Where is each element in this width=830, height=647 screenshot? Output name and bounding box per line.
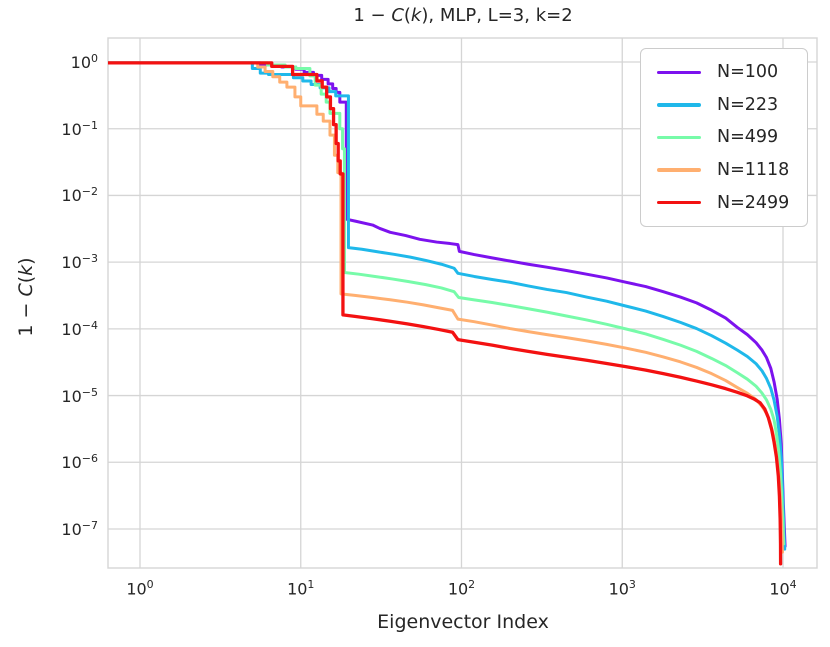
chart-title: 1 − C(k), MLP, L=3, k=2 xyxy=(353,5,573,26)
y-tick-label-1e-4: 10−4 xyxy=(61,318,98,340)
y-tick-label-1e-7: 10−7 xyxy=(61,518,98,540)
legend-label: N=2499 xyxy=(717,192,790,213)
y-tick-label-1e-6: 10−6 xyxy=(61,452,98,473)
legend-item-N=100: N=100 xyxy=(641,56,807,89)
legend-item-N=499: N=499 xyxy=(641,121,807,154)
legend-item-N=2499: N=2499 xyxy=(641,186,807,219)
x-tick-label-1e4: 104 xyxy=(769,578,797,599)
legend-line-icon xyxy=(657,168,701,172)
x-axis-label: Eigenvector Index xyxy=(377,611,549,633)
title-text: 1 − xyxy=(353,5,392,26)
y-tick-label-1e0: 100 xyxy=(70,51,98,73)
y-tick-label-1e-5: 10−5 xyxy=(61,385,98,406)
x-tick-label-1e1: 101 xyxy=(287,578,315,599)
series-line-N=223 xyxy=(108,61,787,551)
legend-item-N=1118: N=1118 xyxy=(641,154,807,187)
curves xyxy=(108,61,787,566)
y-axis-label: 1 − C(k) xyxy=(15,257,37,337)
legend-line-icon xyxy=(657,103,701,107)
y-tick-label-1e-2: 10−2 xyxy=(61,185,98,206)
legend-label: N=100 xyxy=(717,62,779,83)
legend-label: N=223 xyxy=(717,94,779,115)
legend-label: N=1118 xyxy=(717,160,790,181)
x-tick-label-1e2: 102 xyxy=(447,578,476,599)
legend-line-icon xyxy=(657,200,701,205)
y-tick-label-1e-3: 10−3 xyxy=(61,251,98,273)
x-tick-label-1e0: 100 xyxy=(126,578,154,599)
y-tick-label-1e-1: 10−1 xyxy=(61,118,98,139)
x-tick-label-1e3: 103 xyxy=(608,578,636,599)
axes-frame xyxy=(107,37,818,569)
legend-label: N=499 xyxy=(717,127,779,148)
legend-line-icon xyxy=(657,135,701,140)
legend: N=100 N=223 N=499 N=1118 N=2499 xyxy=(640,48,808,227)
series-line-N=499 xyxy=(108,61,786,546)
series-line-N=2499 xyxy=(108,61,783,566)
legend-line-icon xyxy=(657,70,701,75)
legend-item-N=223: N=223 xyxy=(641,89,807,122)
